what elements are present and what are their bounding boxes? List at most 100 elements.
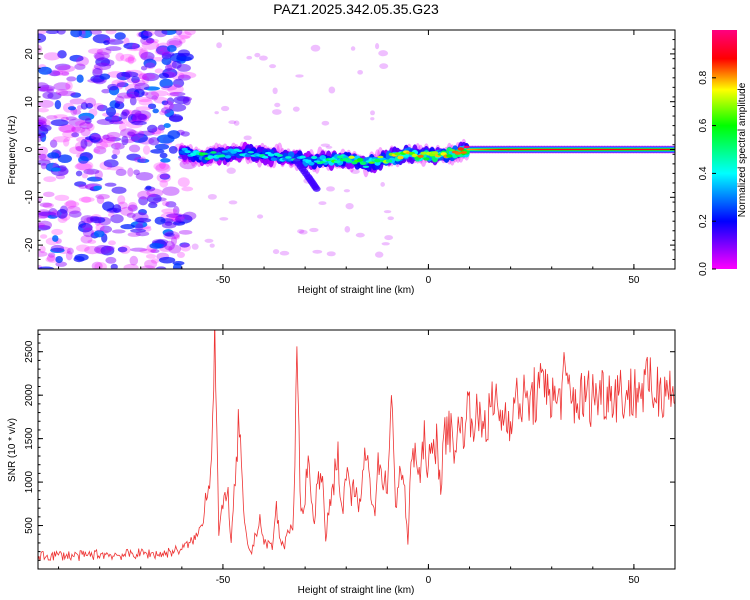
noise-blob [65, 81, 73, 91]
signal-blob [333, 160, 341, 164]
noise-blob [71, 132, 80, 138]
noise-blob [49, 70, 61, 77]
noise-blob [374, 251, 384, 258]
noise-blob [150, 90, 169, 97]
signal-blob [454, 151, 462, 155]
noise-blob [38, 116, 47, 125]
noise-blob [120, 53, 136, 62]
noise-blob [131, 109, 142, 118]
noise-blob [70, 30, 83, 38]
signal-blob [247, 151, 255, 154]
noise-blob [105, 256, 117, 264]
noise-blob [39, 245, 46, 254]
noise-blob [154, 68, 164, 74]
noise-blob [74, 120, 91, 127]
noise-blob [38, 84, 55, 93]
noise-blob [274, 102, 281, 108]
noise-blob [325, 145, 333, 149]
noise-blob [226, 167, 236, 174]
noise-blob [99, 137, 115, 148]
noise-blob [127, 55, 135, 65]
noise-blob [78, 112, 95, 121]
noise-blob [40, 124, 52, 132]
noise-blob [101, 88, 111, 94]
noise-blob [178, 71, 197, 79]
noise-blob [161, 51, 172, 60]
colorbar-tick-label: 0.0 [698, 262, 709, 276]
noise-blob [80, 234, 93, 244]
y-tick-label: 1000 [24, 471, 35, 494]
y-tick-label: 10 [24, 96, 35, 108]
noise-blob [96, 48, 112, 56]
noise-blob [131, 75, 140, 84]
noise-blob [350, 46, 356, 51]
noise-blob [111, 114, 120, 124]
noise-blob [96, 118, 115, 125]
noise-blob [93, 230, 105, 238]
noise-blob [58, 123, 75, 133]
noise-blob [79, 115, 91, 121]
noise-blob [370, 117, 375, 121]
noise-blob [214, 111, 219, 115]
noise-blob [72, 109, 82, 115]
noise-blob [147, 124, 158, 133]
noise-blob [128, 144, 141, 153]
noise-blob [299, 229, 308, 235]
snr-frame [37, 329, 676, 570]
snr-y-ticks: 500 1000 1500 2000 2500 [24, 333, 675, 561]
spectrogram-panel: -50 0 50 -20 -10 0 10 20 Height of straight li… [7, 29, 676, 296]
noise-blob [96, 104, 108, 112]
signal-blob [224, 155, 232, 159]
noise-blob [168, 40, 182, 46]
noise-blob [78, 223, 93, 233]
signal-blob [423, 157, 430, 161]
noise-blob [129, 255, 139, 266]
noise-blob [150, 248, 160, 254]
colorbar-label: Normalized spectral amplitude [737, 82, 748, 217]
snr-y-axis-label: SNR (10 * v/v) [7, 418, 18, 482]
snr-series-line [38, 330, 675, 562]
colorbar-ticks: 0.0 0.2 0.4 0.6 0.8 [698, 70, 716, 276]
noise-blob [147, 193, 162, 204]
noise-blob [168, 212, 186, 221]
noise-blob [116, 92, 133, 99]
y-tick-label: 2500 [24, 340, 35, 363]
noise-blob [39, 86, 54, 92]
snr-plot-area [38, 330, 675, 569]
noise-blob [357, 69, 363, 75]
noise-blob [69, 146, 85, 155]
signal-blob [276, 153, 283, 157]
noise-blob [105, 245, 115, 251]
noise-blob [67, 106, 77, 111]
noise-blob [38, 211, 51, 219]
noise-blob [165, 201, 177, 208]
noise-blob [38, 153, 47, 160]
noise-blob [111, 142, 125, 150]
signal-blob [285, 156, 292, 159]
noise-blob [154, 143, 170, 150]
noise-blob [68, 118, 86, 126]
noise-blob [88, 48, 103, 55]
noise-blob [112, 204, 122, 213]
noise-blob [140, 51, 155, 61]
noise-blob [184, 30, 196, 36]
noise-blob [142, 145, 151, 155]
noise-blob [38, 220, 52, 230]
signal-blob [457, 147, 465, 151]
noise-blob [176, 56, 192, 62]
signal-blob [287, 151, 295, 158]
noise-blob [159, 179, 169, 188]
noise-blob [120, 206, 134, 216]
noise-blob [89, 216, 100, 222]
noise-blob [379, 63, 389, 70]
noise-blob [350, 169, 360, 175]
signal-blob [244, 153, 252, 158]
noise-blob [269, 64, 277, 69]
noise-blob [78, 184, 88, 189]
noise-blob [84, 245, 101, 255]
noise-blob [160, 158, 171, 163]
noise-blob [111, 154, 118, 160]
noise-blob [173, 205, 180, 216]
noise-blob [153, 162, 170, 171]
